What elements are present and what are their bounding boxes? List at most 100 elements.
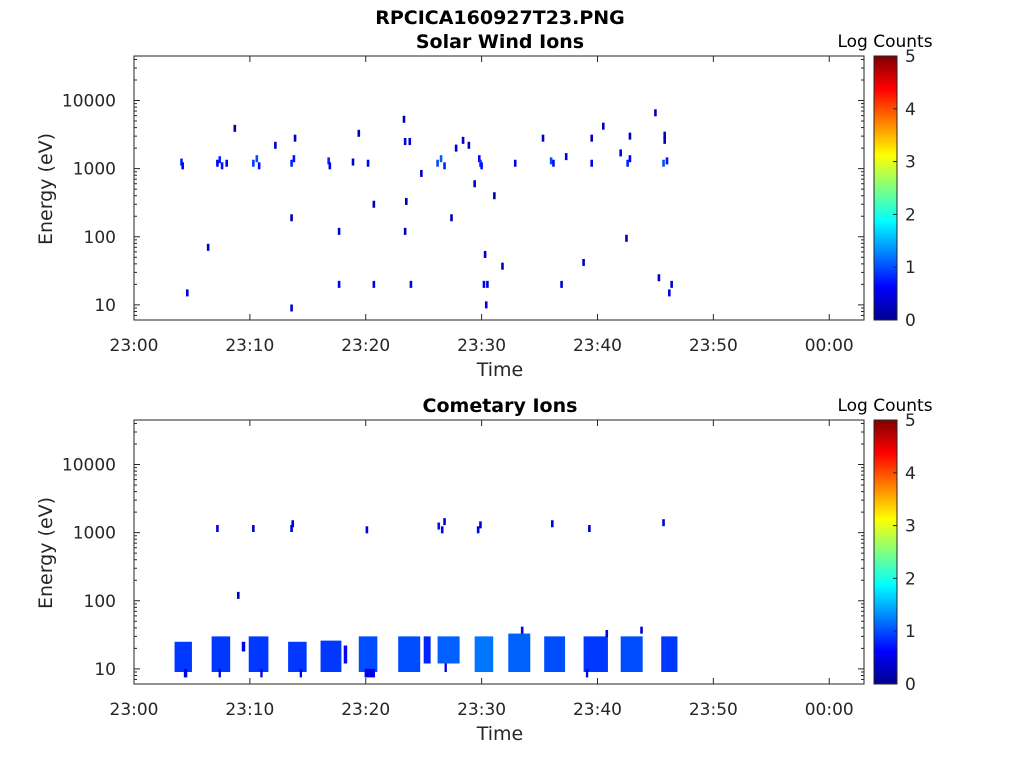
data-cell bbox=[252, 159, 255, 167]
solar-wind-ions-panel: Solar Wind Ions Log Counts Time Energy (… bbox=[35, 31, 933, 381]
data-cell bbox=[351, 158, 355, 166]
data-cell bbox=[601, 122, 605, 130]
data-band bbox=[218, 668, 221, 678]
data-cell bbox=[440, 526, 444, 534]
cometary-ions-title: Cometary Ions bbox=[423, 395, 578, 417]
data-cell bbox=[605, 630, 609, 638]
x-tick-label: 23:50 bbox=[689, 700, 738, 720]
x-tick-label: 23:10 bbox=[225, 336, 274, 356]
cometary-y-axis-label: Energy (eV) bbox=[35, 497, 57, 609]
data-cell bbox=[473, 180, 476, 188]
data-band bbox=[544, 636, 566, 673]
data-cell bbox=[590, 134, 593, 142]
colorbar-tick-label: 0 bbox=[905, 675, 916, 695]
data-band bbox=[248, 636, 269, 673]
data-cell bbox=[290, 304, 293, 312]
data-cell bbox=[274, 141, 277, 149]
data-band bbox=[583, 636, 608, 673]
data-cell bbox=[450, 214, 453, 222]
data-band bbox=[474, 636, 494, 673]
data-cell bbox=[619, 149, 622, 157]
data-band bbox=[241, 641, 246, 652]
plot-area bbox=[133, 55, 865, 321]
cometary-x-axis-label: Time bbox=[476, 723, 524, 745]
data-cell bbox=[180, 158, 183, 166]
data-cell bbox=[670, 280, 673, 288]
data-cell bbox=[236, 591, 240, 599]
solar-wind-colorbar-label: Log Counts bbox=[837, 32, 932, 52]
y-tick-label: 10 bbox=[94, 660, 116, 680]
colorbar-tick-label: 4 bbox=[905, 100, 916, 120]
data-band bbox=[661, 636, 678, 673]
data-cell bbox=[483, 250, 487, 258]
data-band bbox=[288, 641, 307, 673]
colorbar-tick-label: 2 bbox=[905, 205, 916, 225]
data-cell bbox=[564, 153, 568, 161]
y-tick-label: 10 bbox=[94, 296, 116, 316]
cometary-ions-panel: Cometary Ions Log Counts Time Energy (eV… bbox=[35, 395, 933, 745]
data-cell bbox=[588, 524, 591, 532]
data-cell bbox=[225, 159, 228, 167]
data-cell bbox=[291, 520, 295, 528]
data-cell bbox=[403, 227, 407, 235]
data-band bbox=[183, 668, 188, 678]
colorbar-tick-label: 1 bbox=[905, 258, 916, 278]
data-band bbox=[299, 668, 303, 678]
data-cell bbox=[484, 301, 488, 309]
data-cell bbox=[551, 520, 554, 528]
data-cell bbox=[480, 162, 483, 170]
data-band bbox=[358, 636, 378, 673]
data-cell bbox=[657, 274, 661, 282]
data-band bbox=[174, 641, 192, 673]
data-band bbox=[423, 636, 431, 664]
data-cell bbox=[590, 159, 593, 167]
data-cell bbox=[257, 162, 261, 170]
data-cell bbox=[663, 131, 666, 139]
data-cell bbox=[439, 155, 443, 163]
data-cell bbox=[218, 156, 222, 164]
data-cell bbox=[186, 289, 189, 297]
solar-wind-y-axis-label: Energy (eV) bbox=[35, 133, 57, 245]
data-band bbox=[364, 668, 376, 678]
data-cell bbox=[293, 134, 297, 142]
data-band bbox=[320, 640, 342, 673]
solar-wind-ions-title: Solar Wind Ions bbox=[416, 31, 584, 53]
data-cell bbox=[626, 159, 629, 167]
data-cell bbox=[365, 526, 369, 534]
x-tick-label: 23:20 bbox=[341, 700, 390, 720]
data-cell bbox=[541, 134, 545, 142]
x-tick-label: 00:00 bbox=[805, 700, 854, 720]
data-cell bbox=[443, 162, 446, 170]
data-cell bbox=[290, 159, 293, 167]
colorbar-tick-label: 5 bbox=[905, 47, 916, 67]
x-tick-label: 23:30 bbox=[457, 336, 506, 356]
colorbar-tick-label: 1 bbox=[905, 622, 916, 642]
data-cell bbox=[252, 524, 255, 532]
data-band bbox=[211, 636, 231, 673]
data-cell bbox=[478, 155, 481, 163]
data-cell bbox=[663, 136, 666, 144]
colorbar-tick-label: 3 bbox=[905, 153, 916, 173]
plot-area bbox=[133, 419, 865, 685]
data-band bbox=[343, 645, 348, 664]
data-band bbox=[620, 636, 643, 673]
x-tick-label: 23:30 bbox=[457, 700, 506, 720]
colorbar-tick-label: 0 bbox=[905, 311, 916, 331]
data-cell bbox=[337, 227, 341, 235]
data-cell bbox=[372, 280, 376, 288]
data-cell bbox=[436, 159, 439, 167]
x-tick-label: 23:20 bbox=[341, 336, 390, 356]
data-cell bbox=[216, 159, 219, 167]
data-cell bbox=[628, 155, 632, 163]
data-cell bbox=[560, 280, 563, 288]
data-cell bbox=[461, 136, 465, 144]
data-cell bbox=[216, 524, 219, 532]
data-band bbox=[444, 663, 447, 673]
data-cell bbox=[420, 169, 423, 177]
data-cell bbox=[493, 192, 496, 200]
data-cell bbox=[409, 280, 413, 288]
data-cell bbox=[501, 262, 504, 270]
y-tick-label: 100 bbox=[84, 228, 116, 248]
y-tick-label: 10000 bbox=[62, 456, 116, 476]
